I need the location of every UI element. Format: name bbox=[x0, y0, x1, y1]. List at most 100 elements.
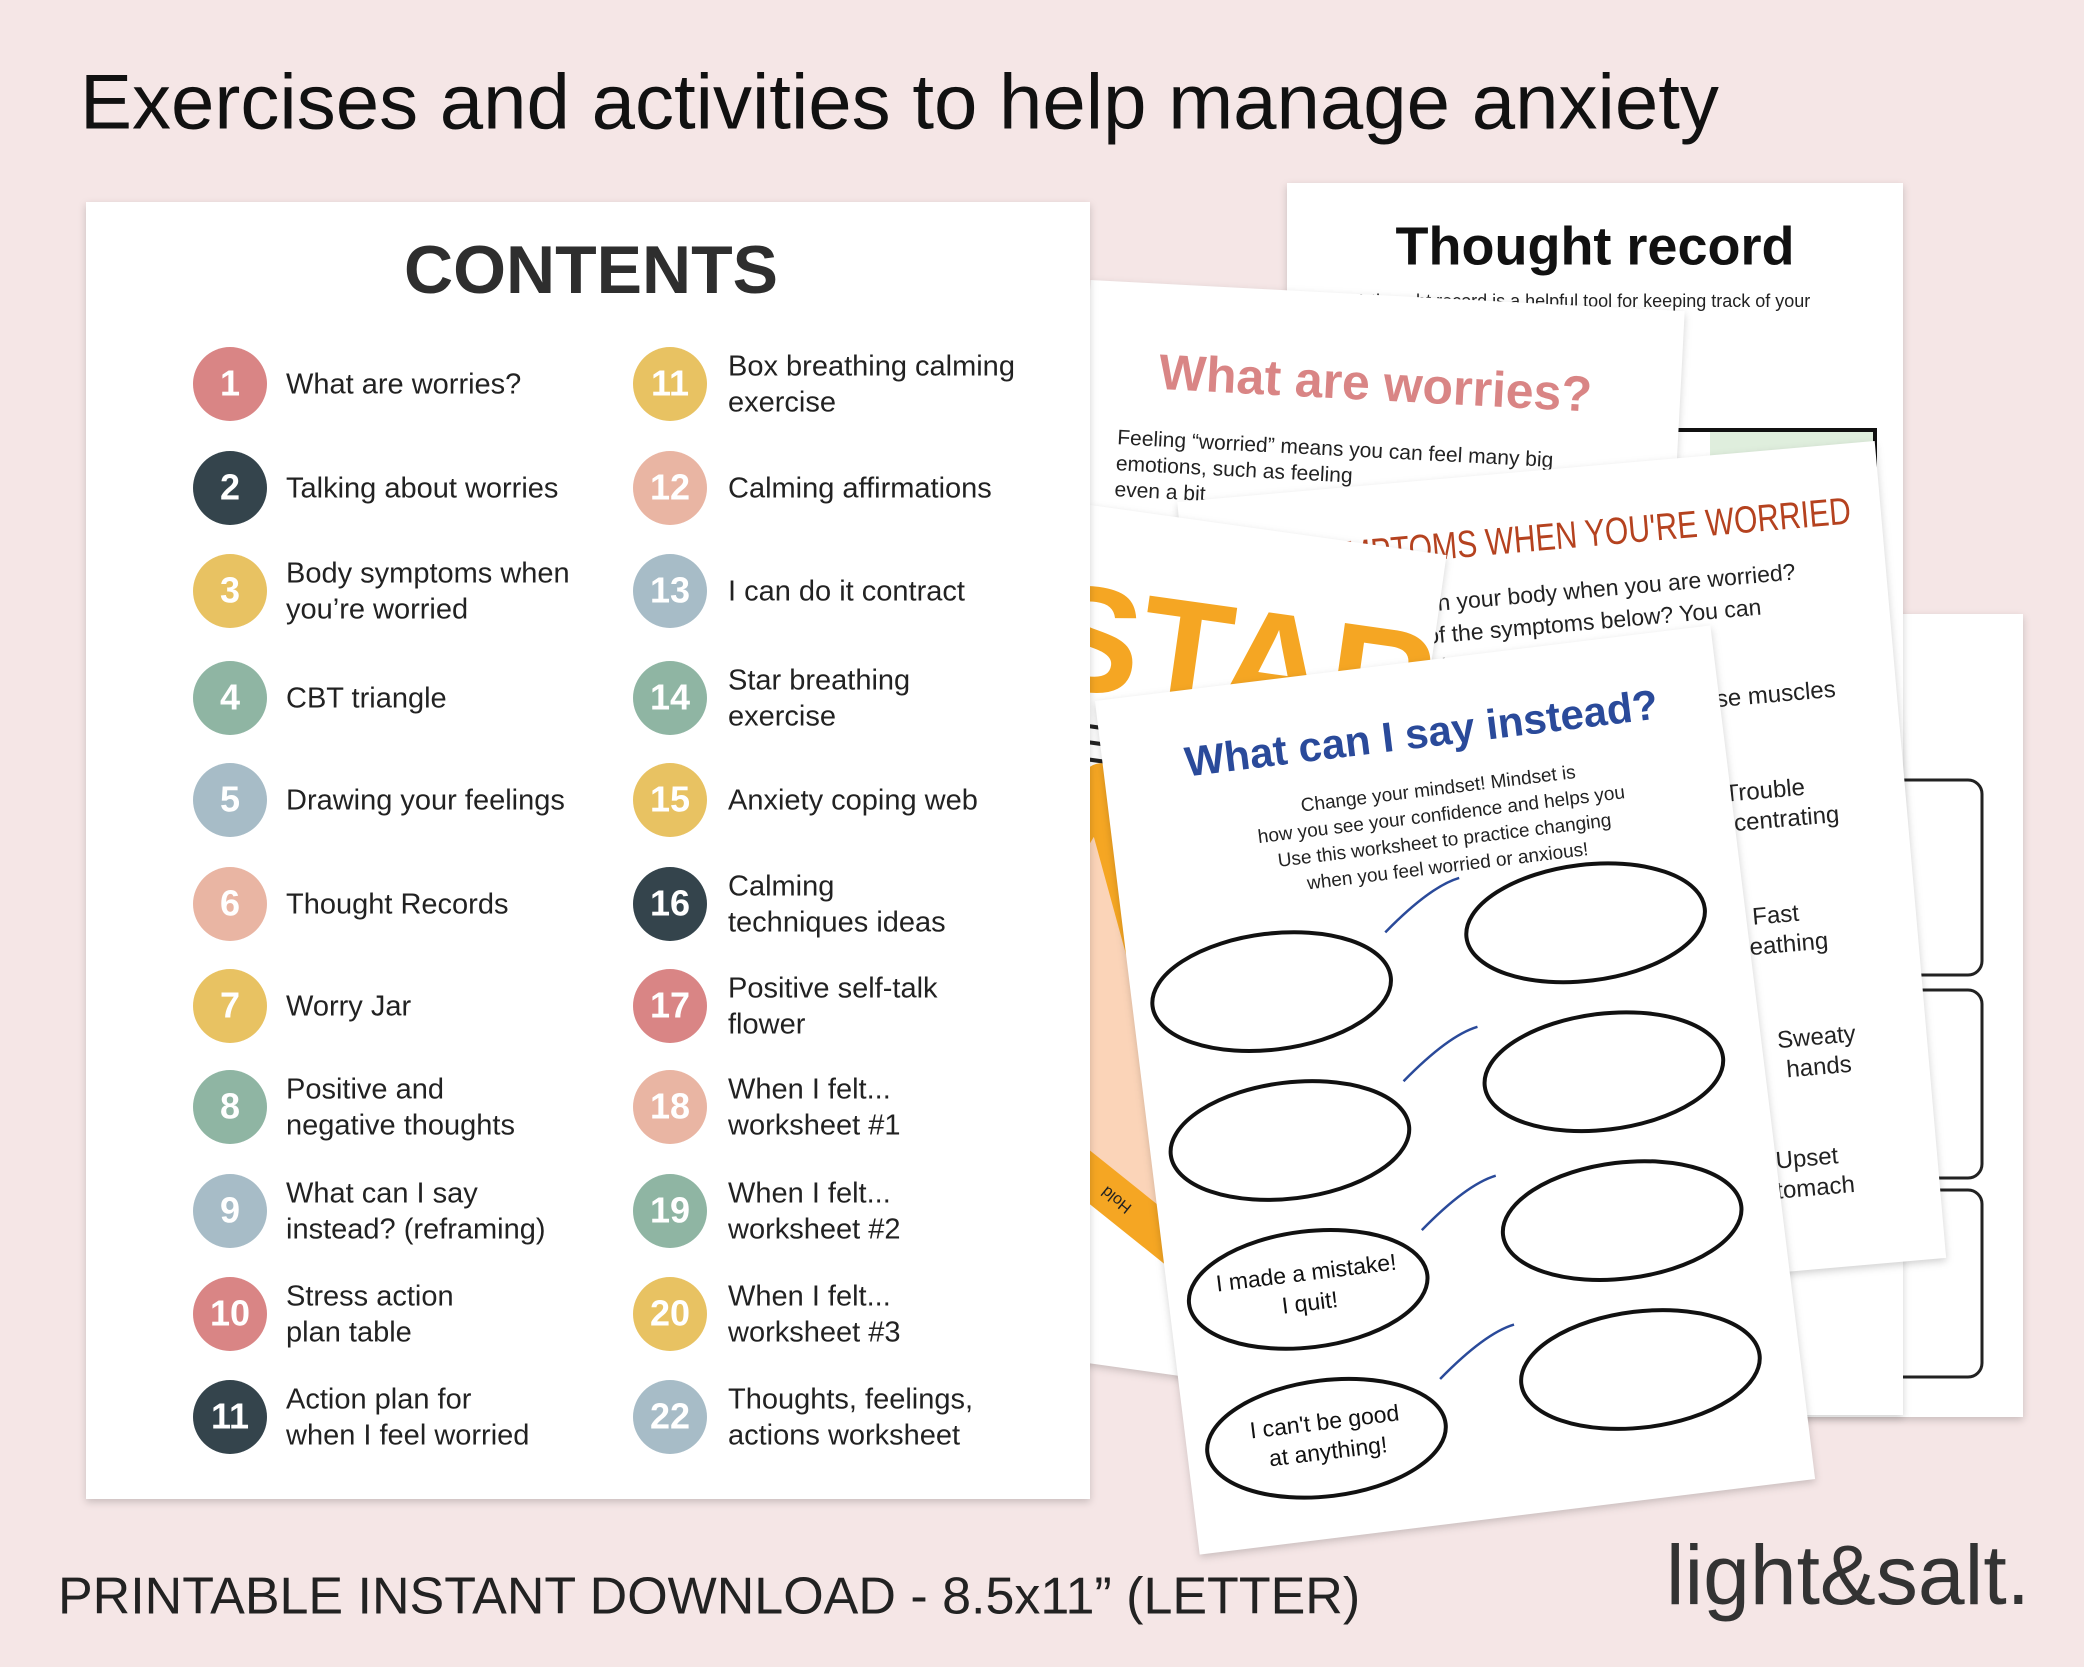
item-number: 10 bbox=[210, 1293, 250, 1334]
contents-item: 10 Stress action plan table bbox=[193, 1277, 454, 1351]
oval bbox=[1482, 1010, 1726, 1134]
item-label: I can do it contract bbox=[728, 576, 965, 608]
number-badge bbox=[193, 763, 267, 837]
number-badge bbox=[633, 1174, 707, 1248]
item-label: Calming affirmations bbox=[728, 473, 992, 505]
number-badge bbox=[633, 969, 707, 1043]
contents-item: 15 Anxiety coping web bbox=[633, 763, 978, 837]
item-label: exercise bbox=[728, 701, 836, 733]
contents-item: 14 Star breathing exercise bbox=[633, 661, 910, 735]
item-number: 2 bbox=[220, 467, 240, 508]
item-number: 11 bbox=[211, 1396, 249, 1437]
item-number: 1 bbox=[220, 363, 240, 404]
item-label: Thoughts, feelings, bbox=[728, 1384, 973, 1416]
footer: PRINTABLE INSTANT DOWNLOAD - 8.5x11” (LE… bbox=[58, 1568, 1360, 1626]
number-badge bbox=[633, 1277, 707, 1351]
sheet bbox=[86, 202, 1090, 1499]
oval bbox=[1500, 1159, 1744, 1282]
contents-heading: CONTENTS bbox=[404, 232, 778, 308]
contents-item: 2 Talking about worries bbox=[193, 451, 558, 525]
item-label: Calming bbox=[728, 871, 834, 903]
number-badge bbox=[633, 554, 707, 628]
item-number: 7 bbox=[220, 985, 240, 1026]
item-number: 4 bbox=[220, 677, 240, 718]
oval bbox=[1205, 1376, 1448, 1500]
item-number: 22 bbox=[650, 1396, 690, 1437]
item-number: 12 bbox=[650, 467, 690, 508]
item-label: Box breathing calming bbox=[728, 351, 1015, 383]
contents-item: 16 Calming techniques ideas bbox=[633, 867, 946, 941]
number-badge bbox=[193, 554, 267, 628]
contents-item: 5 Drawing your feelings bbox=[193, 763, 565, 837]
number-badge bbox=[193, 347, 267, 421]
item-label: flower bbox=[728, 1009, 806, 1041]
page-heading: Thought record bbox=[1396, 216, 1795, 276]
item-number: 9 bbox=[220, 1190, 240, 1231]
main-title: Exercises and activities to help manage … bbox=[80, 58, 1719, 146]
item-number: 15 bbox=[650, 779, 690, 820]
contents-item: 8 Positive and negative thoughts bbox=[193, 1070, 515, 1144]
logo: light&salt. bbox=[1666, 1528, 2030, 1622]
oval bbox=[1519, 1308, 1762, 1431]
number-badge bbox=[193, 1070, 267, 1144]
arrow bbox=[1402, 1025, 1478, 1083]
number-badge bbox=[633, 347, 707, 421]
number-badge bbox=[633, 1070, 707, 1144]
item-number: 11 bbox=[651, 363, 689, 404]
item-label: Drawing your feelings bbox=[286, 785, 565, 817]
contents-item: 18 When I felt... worksheet #1 bbox=[633, 1070, 901, 1144]
contents-item: 6 Thought Records bbox=[193, 867, 508, 941]
reframe-page: What can I say instead?Change your minds… bbox=[1094, 625, 1816, 1555]
item-label: Action plan for bbox=[286, 1384, 472, 1416]
contents-item: 12 Calming affirmations bbox=[633, 451, 992, 525]
item-label: you’re worried bbox=[286, 594, 468, 626]
oval bbox=[1150, 930, 1393, 1054]
item-label: exercise bbox=[728, 387, 836, 419]
item-label: CBT triangle bbox=[286, 683, 447, 715]
item-number: 8 bbox=[220, 1086, 240, 1127]
item-number: 5 bbox=[220, 779, 240, 820]
contents-item: 19 When I felt... worksheet #2 bbox=[633, 1174, 901, 1248]
item-number: 19 bbox=[650, 1190, 690, 1231]
contents-page: CONTENTS 1 What are worries? 2 Talking about… bbox=[86, 202, 1090, 1499]
item-label: Worry Jar bbox=[286, 991, 411, 1023]
item-number: 13 bbox=[650, 570, 690, 611]
item-label: What are worries? bbox=[286, 369, 521, 401]
item-label: instead? (reframing) bbox=[286, 1214, 546, 1246]
item-label: worksheet #2 bbox=[727, 1214, 901, 1246]
item-label: techniques ideas bbox=[728, 907, 946, 939]
item-number: 16 bbox=[650, 883, 690, 924]
number-badge bbox=[633, 1380, 707, 1454]
item-label: Thought Records bbox=[286, 889, 508, 921]
number-badge bbox=[633, 451, 707, 525]
item-label: negative thoughts bbox=[286, 1110, 515, 1142]
number-badge bbox=[633, 661, 707, 735]
contents-item: 20 When I felt... worksheet #3 bbox=[633, 1277, 901, 1351]
item-label: plan table bbox=[286, 1317, 412, 1349]
number-badge bbox=[193, 661, 267, 735]
number-badge bbox=[193, 451, 267, 525]
number-badge bbox=[633, 763, 707, 837]
contents-item: 13 I can do it contract bbox=[633, 554, 965, 628]
item-number: 18 bbox=[650, 1086, 690, 1127]
oval bbox=[1168, 1079, 1412, 1202]
arrow bbox=[1439, 1323, 1515, 1380]
arrow bbox=[1384, 876, 1460, 934]
item-label: Positive self-talk bbox=[728, 973, 938, 1005]
item-label: when I feel worried bbox=[285, 1420, 529, 1452]
item-number: 14 bbox=[650, 677, 690, 718]
oval bbox=[1186, 1227, 1430, 1351]
number-badge bbox=[193, 1277, 267, 1351]
item-label: Body symptoms when bbox=[286, 558, 570, 590]
number-badge bbox=[193, 867, 267, 941]
item-label: Positive and bbox=[286, 1074, 444, 1106]
item-label: When I felt... bbox=[728, 1178, 891, 1210]
symptom-label: Fast bbox=[1751, 900, 1800, 931]
item-label: What can I say bbox=[286, 1178, 478, 1210]
contents-item: 4 CBT triangle bbox=[193, 661, 447, 735]
item-number: 6 bbox=[220, 883, 240, 924]
item-label: Stress action bbox=[286, 1281, 454, 1313]
number-badge bbox=[633, 867, 707, 941]
number-badge bbox=[193, 1174, 267, 1248]
